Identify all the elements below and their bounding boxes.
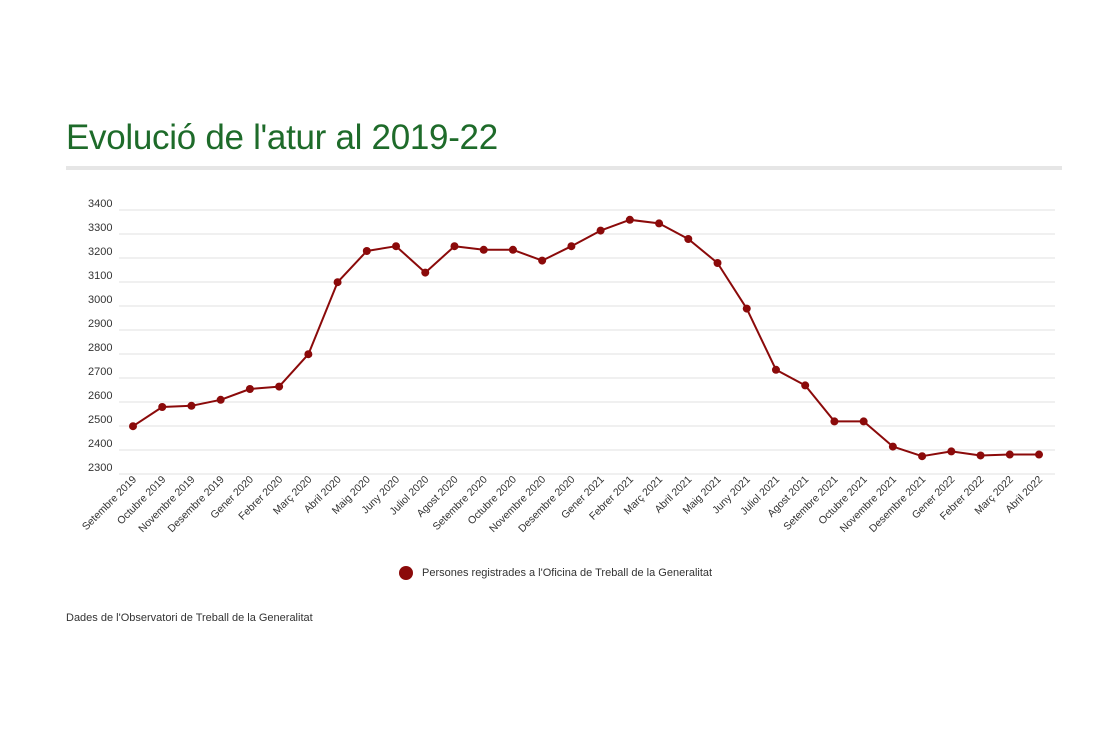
data-point[interactable]	[304, 350, 313, 359]
data-point[interactable]	[362, 247, 371, 255]
y-tick-label: 2300	[88, 462, 112, 474]
y-tick-label: 3100	[88, 270, 112, 282]
y-tick-label: 3300	[88, 222, 112, 234]
legend[interactable]: Persones registrades a l'Oficina de Treb…	[399, 566, 712, 580]
y-tick-label: 2700	[88, 366, 112, 378]
y-tick-label: 3400	[88, 198, 112, 210]
grid-lines	[119, 209, 1055, 475]
data-point[interactable]	[392, 242, 401, 251]
data-point[interactable]	[742, 304, 751, 313]
series-line	[132, 218, 1039, 458]
data-point[interactable]	[1005, 450, 1014, 459]
data-point[interactable]	[508, 245, 517, 254]
data-point[interactable]	[801, 381, 810, 390]
data-point[interactable]	[859, 417, 868, 426]
y-tick-label: 2500	[88, 414, 112, 426]
legend-swatch	[399, 566, 413, 580]
series-points	[129, 215, 1043, 461]
data-point[interactable]	[567, 242, 576, 251]
data-point[interactable]	[596, 226, 605, 235]
data-point[interactable]	[275, 382, 284, 391]
data-point[interactable]	[976, 451, 985, 460]
data-point[interactable]	[421, 268, 430, 277]
data-point[interactable]	[947, 447, 956, 456]
y-tick-label: 3200	[88, 246, 112, 258]
chart-title: Evolució de l'atur al 2019-22	[66, 118, 498, 157]
legend-label: Persones registrades a l'Oficina de Treb…	[422, 567, 713, 579]
data-point[interactable]	[333, 278, 342, 287]
data-point[interactable]	[187, 401, 196, 410]
data-point[interactable]	[538, 256, 547, 265]
title-divider	[66, 166, 1062, 170]
series-line-layer	[132, 218, 1039, 458]
data-point[interactable]	[216, 395, 225, 404]
data-point[interactable]	[888, 442, 897, 451]
y-tick-label: 2900	[88, 318, 112, 330]
data-point[interactable]	[918, 452, 927, 461]
data-point[interactable]	[158, 403, 167, 411]
data-point[interactable]	[625, 215, 634, 224]
data-point[interactable]	[450, 242, 459, 251]
data-point[interactable]	[771, 365, 780, 374]
y-tick-label: 2800	[88, 342, 112, 354]
data-point[interactable]	[713, 259, 722, 267]
data-point[interactable]	[479, 245, 488, 254]
y-tick-label: 3000	[88, 294, 112, 306]
y-tick-label: 2600	[88, 390, 112, 402]
data-point[interactable]	[655, 219, 664, 228]
data-point[interactable]	[684, 235, 693, 243]
y-axis-ticks: 2300 2400 2500 2600 2700 2800 2900 3000 3100 3200…	[88, 198, 112, 474]
y-tick-label: 2400	[88, 438, 112, 450]
data-point[interactable]	[245, 385, 254, 393]
data-point[interactable]	[830, 417, 839, 426]
data-point[interactable]	[1035, 450, 1043, 459]
data-point[interactable]	[129, 422, 137, 431]
source-note: Dades de l'Observatori de Treball de la …	[66, 612, 313, 624]
